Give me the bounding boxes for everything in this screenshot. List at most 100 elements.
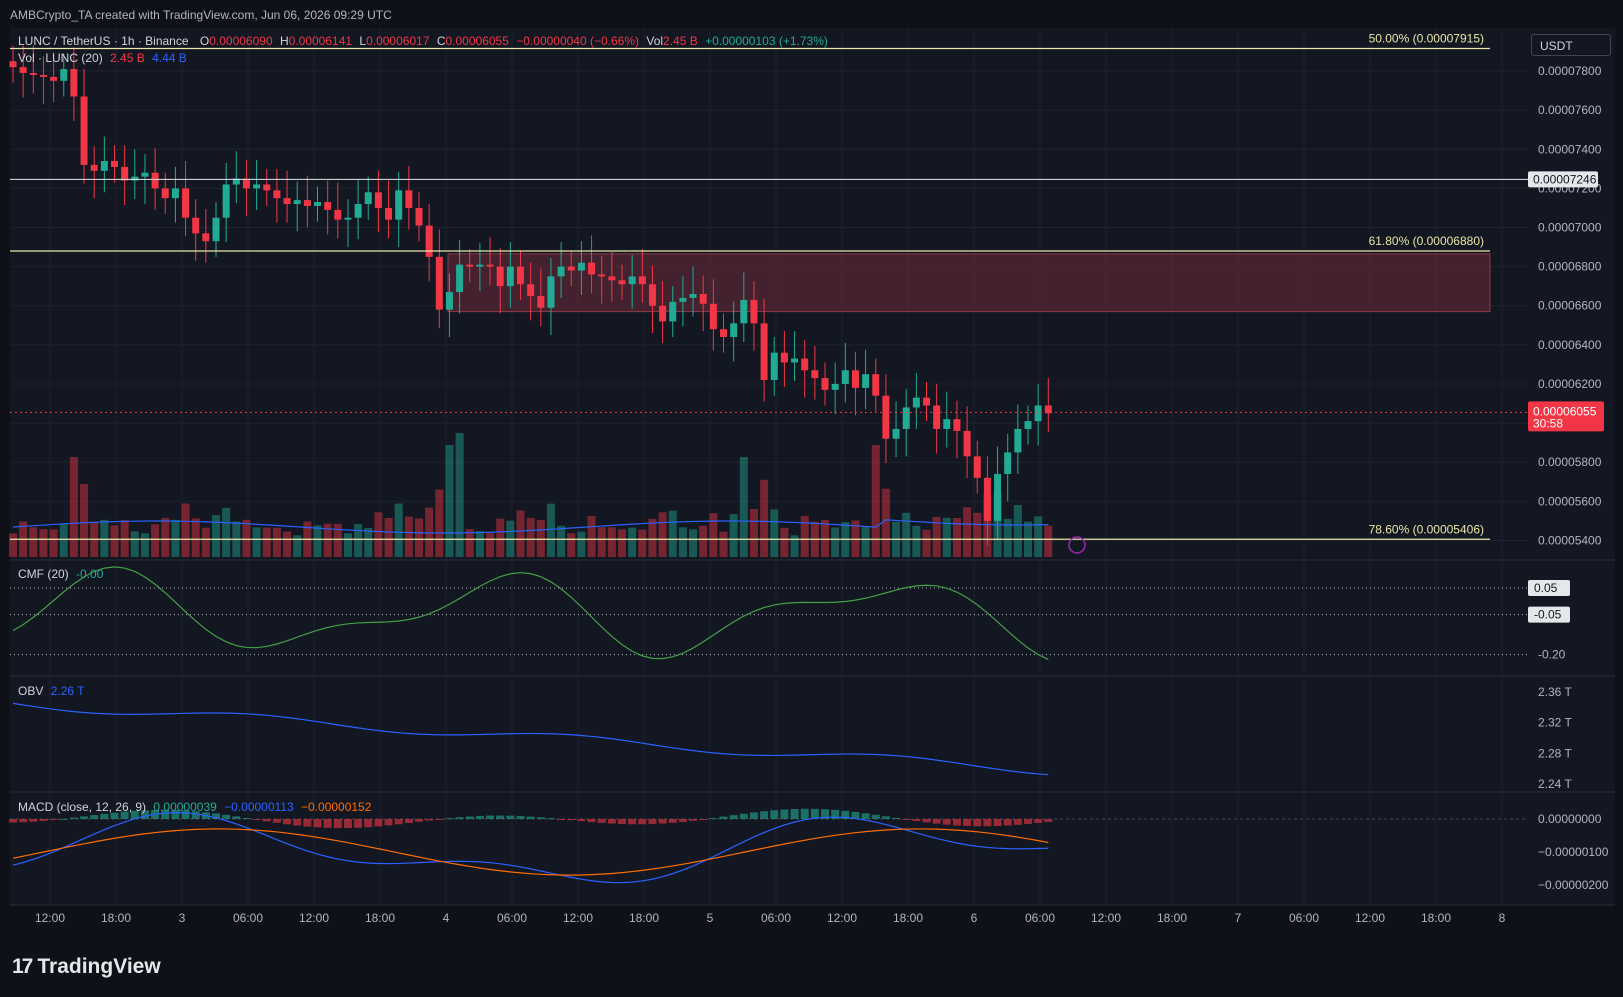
volume-bar <box>283 531 292 557</box>
volume-bar <box>821 520 829 557</box>
time-tick-label: 12:00 <box>1091 911 1121 925</box>
volume-bar <box>800 516 809 557</box>
low-label: L <box>359 34 367 48</box>
volume-bar <box>39 529 48 557</box>
macd-histogram-bar <box>587 819 596 823</box>
cmf-title[interactable]: CMF (20) <box>18 567 69 581</box>
obv-tick-label: 2.32 T <box>1538 716 1572 730</box>
candle-body <box>60 69 68 81</box>
volume-bar <box>374 512 383 557</box>
time-tick-label: 4 <box>443 911 450 925</box>
macd-histogram-bar <box>536 817 545 819</box>
volume-bar <box>719 531 728 557</box>
volume-bar <box>770 509 779 557</box>
obv-title[interactable]: OBV <box>18 684 44 698</box>
candle-body <box>121 166 129 181</box>
high-label: H <box>279 34 289 48</box>
volume-bar <box>201 527 210 557</box>
volume-bar <box>1013 505 1022 557</box>
obv-tick-label: 2.28 T <box>1538 746 1572 760</box>
tradingview-logo[interactable]: 17 TradingView <box>12 955 161 979</box>
macd-histogram-bar <box>607 819 616 824</box>
volume-bar <box>384 518 393 557</box>
horizontal-line-label-bg <box>1528 171 1598 188</box>
symbol-name[interactable]: LUNC / TetherUS · 1h · Binance <box>18 34 189 48</box>
macd-histogram-bar <box>69 817 78 819</box>
macd-histogram-bar <box>861 813 870 819</box>
volume-bar <box>699 525 708 557</box>
candle-body <box>283 198 291 205</box>
watermark: AMBCrypto_TA created with TradingView.co… <box>10 8 392 22</box>
volume-bar <box>394 503 403 557</box>
macd-histogram-bar <box>39 819 48 821</box>
candle-body <box>90 164 98 171</box>
volume-bar <box>475 531 484 557</box>
macd-histogram-bar <box>851 811 860 819</box>
volume-label[interactable]: Vol · LUNC (20) <box>18 51 103 65</box>
macd-histogram-bar <box>333 819 342 829</box>
volume-bar <box>567 533 576 557</box>
macd-histogram-bar <box>628 819 637 825</box>
candle-body <box>314 202 321 206</box>
candle-body <box>141 172 149 177</box>
macd-histogram-bar <box>952 819 961 826</box>
macd-histogram-bar <box>1044 819 1053 822</box>
obv-value: 2.26 T <box>50 684 85 698</box>
macd-histogram-bar <box>303 819 312 827</box>
price-tick-label: 0.00006200 <box>1538 377 1602 391</box>
close-value: 0.00006055 <box>445 34 509 48</box>
macd-histogram-bar <box>161 809 170 819</box>
macd-histogram-bar <box>486 815 495 819</box>
cmf-line <box>12 566 1049 660</box>
candle-body <box>222 184 230 218</box>
volume-bar <box>861 526 870 557</box>
macd-histogram-bar <box>120 811 129 819</box>
candle-body <box>689 294 697 298</box>
high-value: 0.00006141 <box>288 34 353 48</box>
macd-tick-label: 0.00000000 <box>1538 812 1602 826</box>
candle-body <box>111 161 118 167</box>
time-tick-label: 6 <box>971 911 978 925</box>
candle-body <box>354 204 362 218</box>
cmf-tick-label: 0.05 <box>1534 581 1558 595</box>
macd-histogram-bar <box>283 819 292 825</box>
volume-bar <box>333 523 342 557</box>
candle-body <box>598 274 606 277</box>
macd-histogram-bar <box>323 819 332 828</box>
candle-body <box>547 276 555 308</box>
macd-histogram-bar <box>394 819 403 825</box>
volume-bar <box>496 518 505 557</box>
volume-bar <box>293 535 302 557</box>
candle-body <box>232 178 240 185</box>
macd-histogram-bar <box>343 819 352 829</box>
candle-body <box>212 217 220 242</box>
candle-body <box>943 419 951 429</box>
candle-body <box>29 72 37 75</box>
volume-bar <box>638 529 647 557</box>
volume-bar <box>110 525 119 557</box>
candle-body <box>760 323 768 381</box>
candle-body <box>1014 428 1022 453</box>
macd-title[interactable]: MACD (close, 12, 26, 9) <box>18 800 147 814</box>
volume-bar <box>140 533 149 557</box>
time-tick-label: 18:00 <box>1421 911 1451 925</box>
volume-bar <box>871 445 880 557</box>
volume-bar <box>59 524 68 557</box>
volume-bar <box>536 520 545 557</box>
macd-histogram-bar <box>29 819 38 822</box>
time-tick-label: 18:00 <box>893 911 923 925</box>
currency-button[interactable]: USDT <box>1531 34 1611 56</box>
volume-bar <box>404 516 413 557</box>
macd-histogram-bar <box>425 819 434 821</box>
candle-body <box>709 303 717 330</box>
macd-histogram-bar <box>902 819 911 820</box>
candle-body <box>9 61 17 68</box>
macd-line-value: −0.00000113 <box>224 800 294 814</box>
macd-histogram-bar <box>892 817 901 819</box>
volume-bar <box>658 512 667 557</box>
macd-histogram-bar <box>313 819 322 828</box>
volume-bar <box>100 519 109 557</box>
candle-body <box>161 188 169 199</box>
macd-histogram-bar <box>760 811 769 819</box>
